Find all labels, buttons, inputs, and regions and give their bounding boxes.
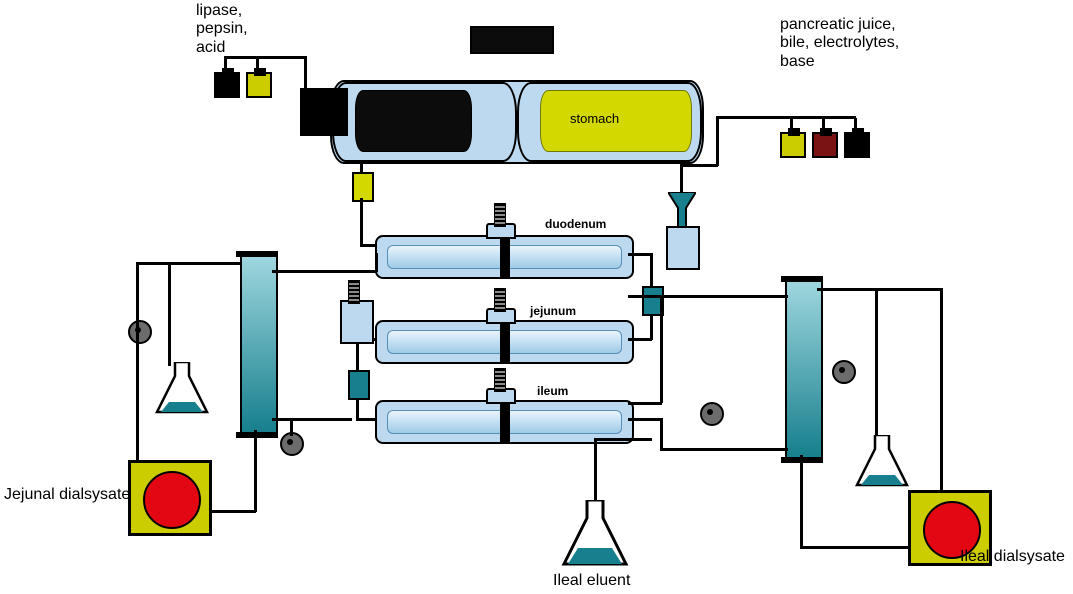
tube-ile-out-h — [628, 438, 652, 441]
tube-duo-r-out — [628, 253, 652, 256]
tube-duo-r-conn — [650, 253, 653, 277]
tube-ile-l-conn — [356, 406, 359, 420]
label-ileal-dialsysate: Ileal dialsysate — [960, 548, 1065, 566]
tube-reag-r-join — [716, 116, 856, 119]
label-jejunum: jejunum — [530, 305, 576, 319]
left-flask — [155, 362, 209, 416]
tube-reag-r1 — [790, 118, 793, 128]
tube-col-to-flask-l-v — [168, 262, 171, 366]
tube-jej-r-conn — [650, 322, 653, 340]
tube-reagent-l2 — [256, 58, 259, 68]
piston-spring-ileum — [494, 368, 506, 392]
tube-ile-out-h2 — [594, 438, 630, 441]
piston-spring-duodenum — [494, 203, 506, 227]
tube-reag-r-tofunnel — [680, 164, 683, 194]
jejunum-chamber — [375, 320, 634, 364]
tube-ile-l-in — [356, 418, 376, 421]
tube-col-to-ile-bot — [660, 448, 788, 451]
tube-stomach-down2 — [360, 198, 363, 244]
tube-col-bot-v — [290, 418, 293, 436]
tube-reag-r-h2 — [680, 164, 718, 167]
reagent-bottle-black-r — [844, 132, 870, 158]
duodenum-inlet-valve — [666, 226, 700, 270]
tube-col-to-jej-bot — [272, 418, 352, 421]
mini-pump-right-top — [832, 360, 856, 384]
tube-ile-to-col-top-h2 — [628, 402, 662, 405]
left-dialysis-column — [240, 255, 278, 434]
tube-flask-to-pump-l2 — [136, 262, 170, 265]
tube-ile-out-v — [594, 438, 597, 504]
ileal-eluent-flask — [560, 500, 630, 570]
mini-pump-left-top — [128, 320, 152, 344]
tube-reagent-l1 — [224, 58, 227, 68]
left-pump — [128, 460, 212, 536]
tube-flask-to-pump-r2 — [875, 288, 942, 291]
duodenum-inlet-funnel — [668, 192, 696, 228]
tube-pump-l-up — [254, 430, 257, 512]
tube-col-to-flask-l-h — [168, 262, 242, 265]
tube-col-to-ile-bot-v — [660, 418, 663, 450]
label-stomach: stomach — [570, 112, 619, 127]
tube-col-to-flask-r-v — [875, 288, 878, 438]
tube-pump-r-up — [800, 455, 803, 548]
mini-pump-right-mid — [700, 402, 724, 426]
label-pancreatic-bile-base: pancreatic juice, bile, electrolytes, ba… — [780, 16, 899, 71]
label-jejunal-dialsysate: Jejunal dialsysate — [4, 486, 130, 504]
right-dialysis-column — [785, 280, 823, 459]
reagent-bottle-yellow-r — [780, 132, 806, 158]
stomach-neck — [470, 26, 554, 54]
stomach-fill-left — [355, 90, 472, 152]
reagent-bottle-red-r — [812, 132, 838, 158]
tube-reag-r2 — [822, 118, 825, 128]
tube-flask-to-pump-l1 — [136, 262, 139, 462]
right-flask — [855, 435, 909, 489]
tube-reagent-drop-l — [304, 56, 307, 90]
tube-col-to-flask-r-h — [817, 288, 877, 291]
jej-left-inlet — [340, 300, 374, 344]
tube-ile-to-col-top-v — [660, 295, 663, 403]
piston-spring-jejunum — [494, 288, 506, 312]
label-duodenum: duodenum — [545, 218, 606, 232]
tube-jej-to-col-top-v — [375, 253, 378, 272]
reagent-bottle-yellow — [246, 72, 272, 98]
tube-reag-r-drop — [716, 116, 719, 166]
stomach-outlet-valve — [352, 172, 374, 202]
tube-reag-r3 — [854, 118, 857, 128]
label-ileum: ileum — [537, 385, 568, 399]
tube-reagent-join-l — [224, 56, 306, 59]
tube-ile-to-col-top — [628, 295, 788, 298]
label-ileal-eluent: Ileal eluent — [553, 572, 630, 590]
label-lipase-pepsin-acid: lipase, pepsin, acid — [196, 2, 248, 57]
tube-col-to-ile-bot-h2 — [628, 418, 662, 421]
duodenum-chamber — [375, 235, 634, 279]
reagent-bottle-black — [214, 72, 240, 98]
valve-jej-ile-l — [348, 370, 370, 400]
stomach-inlet-manifold — [300, 88, 348, 136]
tube-jej-r-in — [628, 338, 652, 341]
tube-jej-to-col-top — [272, 270, 377, 273]
jej-left-spring — [348, 280, 360, 304]
